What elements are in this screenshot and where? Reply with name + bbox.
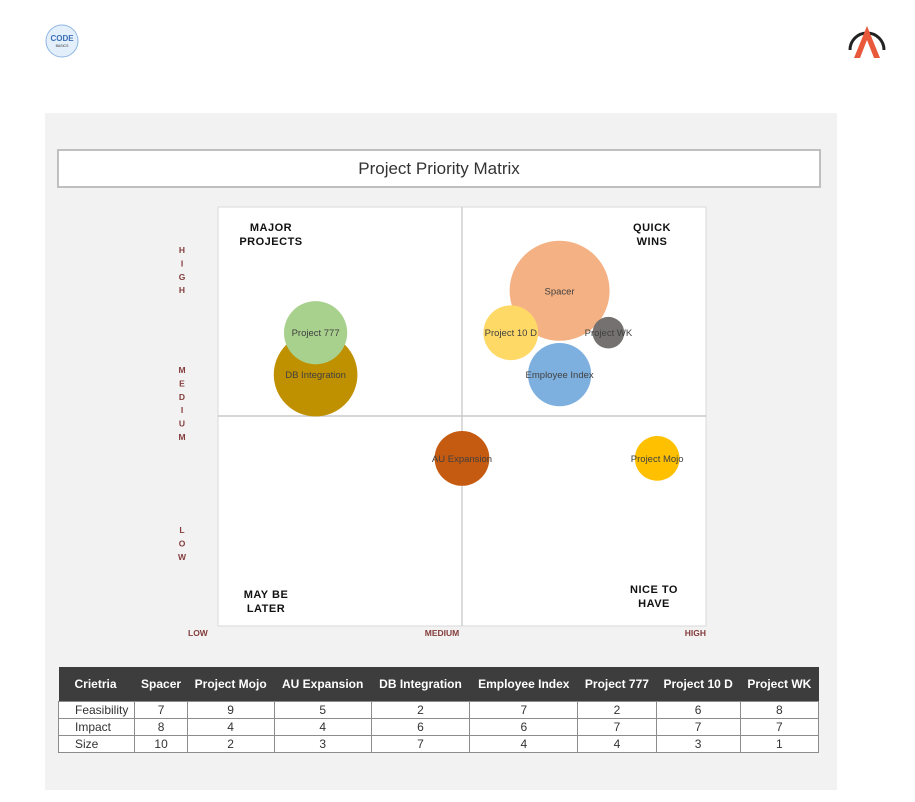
bubble-project-wk <box>592 316 625 349</box>
bubble-label-project-wk: Project WK <box>585 328 633 339</box>
quadrant-label-top-right: QUICK <box>633 222 671 234</box>
table-cell: 4 <box>186 718 275 736</box>
table-cell: 7 <box>370 735 471 753</box>
x-axis-label: MEDIUM <box>425 628 459 638</box>
table-cell: 6 <box>655 701 741 719</box>
svg-text:CODE: CODE <box>50 34 74 43</box>
table-cell: 7 <box>469 701 579 719</box>
table-cell: 3 <box>273 735 372 753</box>
chart-title: Project Priority Matrix <box>57 149 821 188</box>
table-cell: 6 <box>469 718 579 736</box>
table-cell: 7 <box>739 718 820 736</box>
column-header: Project 10 D <box>656 667 741 702</box>
table-cell: 9 <box>186 701 275 719</box>
bubble-au-expansion <box>434 431 490 486</box>
quadrant-label-top-left: MAJOR <box>250 222 292 234</box>
table-cell: 4 <box>577 735 657 753</box>
bubble-label-spacer: Spacer <box>545 286 575 297</box>
column-header: AU Expansion <box>274 667 372 702</box>
column-header: Project 777 <box>577 667 657 702</box>
bubble-project-777 <box>283 301 348 365</box>
table-cell: Size <box>57 735 136 753</box>
table-cell: 7 <box>655 718 741 736</box>
quadrant-label-bottom-left: MAY BE <box>244 589 289 601</box>
quadrant-label-bottom-left: LATER <box>247 603 285 615</box>
bubble-label-db-integration: DB Integration <box>285 370 346 381</box>
criteria-table: Crietria Spacer Project Mojo AU Expansion DB… <box>57 667 820 753</box>
bubble-label-project-mojo: Project Mojo <box>631 454 684 465</box>
codebasics-logo: CODE BASICS <box>45 24 79 58</box>
column-header: Employee Index <box>469 667 578 702</box>
quadrant-label-bottom-right: NICE TO <box>630 584 678 596</box>
table-cell: Feasibility <box>57 701 136 719</box>
bubble-spacer <box>509 240 610 341</box>
table-cell: 8 <box>134 718 188 736</box>
bubble-employee-index <box>527 342 592 407</box>
svg-text:BASICS: BASICS <box>56 44 70 48</box>
bubble-label-project-10-d: Project 10 D <box>485 328 537 339</box>
column-header: Project WK <box>740 667 819 702</box>
quadrant-label-bottom-right: HAVE <box>638 598 670 610</box>
quadrant-label-top-right: WINS <box>637 236 668 248</box>
table-cell: 10 <box>134 735 188 753</box>
table-cell: 6 <box>370 718 471 736</box>
table-row: Size 10 2 3 7 4 4 3 1 <box>57 735 820 753</box>
x-axis-label: HIGH <box>685 628 706 638</box>
table-cell: 4 <box>273 718 372 736</box>
quadrant-label-top-left: PROJECTS <box>239 236 302 248</box>
table-row: Feasibility 7 9 5 2 7 2 6 8 <box>57 701 820 719</box>
table-cell: 7 <box>134 701 188 719</box>
table-cell: 5 <box>273 701 372 719</box>
bubble-project-mojo <box>634 436 680 481</box>
bubble-label-au-expansion: AU Expansion <box>432 454 492 465</box>
x-axis-label: LOW <box>188 628 209 638</box>
column-header: DB Integration <box>371 667 470 702</box>
table-row: Impact 8 4 4 6 6 7 7 7 <box>57 718 820 736</box>
table-cell: Impact <box>57 718 136 736</box>
table-cell: 2 <box>186 735 275 753</box>
table-cell: 2 <box>577 701 657 719</box>
table-cell: 7 <box>577 718 657 736</box>
column-header: Crietria <box>58 667 135 702</box>
table-cell: 4 <box>469 735 579 753</box>
bubble-label-project-777: Project 777 <box>292 328 340 339</box>
table-cell: 2 <box>370 701 471 719</box>
brand-logo <box>848 26 886 58</box>
table-cell: 8 <box>739 701 820 719</box>
bubble-label-employee-index: Employee Index <box>526 370 594 381</box>
column-header: Spacer <box>134 667 188 702</box>
table-cell: 1 <box>739 735 820 753</box>
table-cell: 3 <box>655 735 741 753</box>
column-header: Project Mojo <box>187 667 275 702</box>
bubble-project-10-d <box>483 305 539 361</box>
